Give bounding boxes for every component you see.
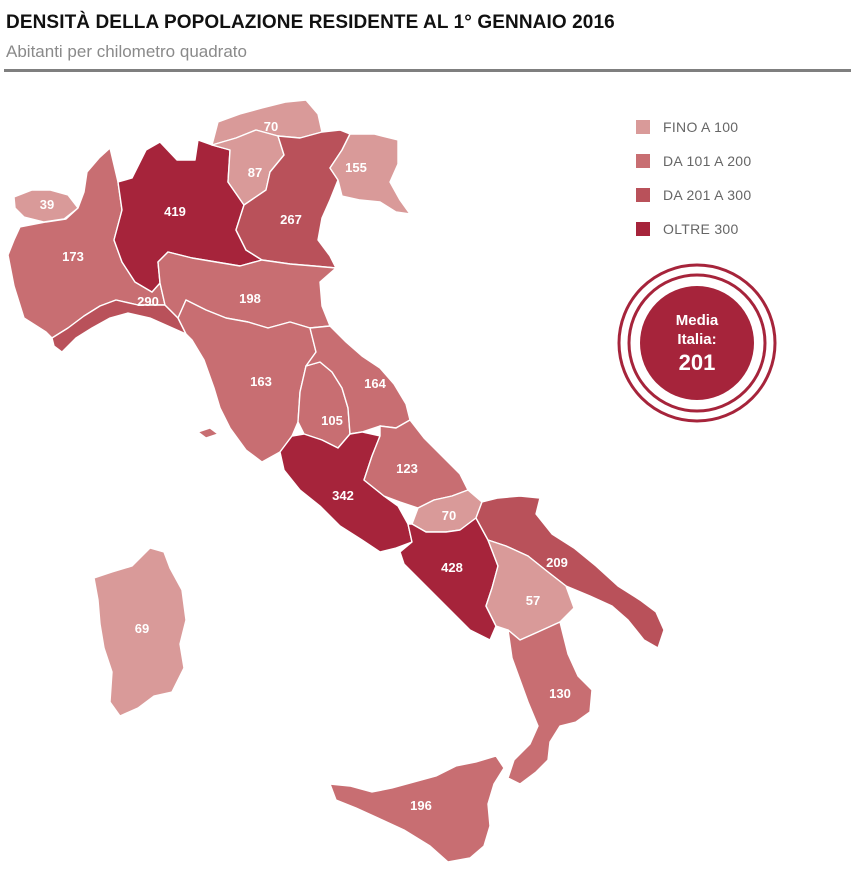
region-value-puglia: 209 xyxy=(546,555,568,570)
legend-item-da-101-200: DA 101 A 200 xyxy=(636,144,751,178)
legend-label: OLTRE 300 xyxy=(663,221,739,237)
region-liguria[interactable] xyxy=(51,299,187,353)
region-value-trentino-alto-adige-bolzano: 70 xyxy=(264,119,278,134)
legend-label: DA 101 A 200 xyxy=(663,153,752,169)
legend-label: DA 201 A 300 xyxy=(663,187,752,203)
region-friuli-venezia-giulia[interactable] xyxy=(329,133,411,215)
region-value-liguria: 290 xyxy=(137,294,159,309)
region-sicilia[interactable] xyxy=(329,755,505,863)
average-text: Media Italia: 201 xyxy=(640,311,754,377)
region-value-trentino-alto-adige-trento: 87 xyxy=(248,165,262,180)
region-value-emilia-romagna: 198 xyxy=(239,291,261,306)
average-badge xyxy=(617,263,777,423)
region-value-veneto: 267 xyxy=(280,212,302,227)
region-campania[interactable] xyxy=(399,517,499,641)
region-lazio[interactable] xyxy=(279,431,413,553)
region-value-campania: 428 xyxy=(441,560,463,575)
legend-swatch xyxy=(636,222,650,236)
map-title: DENSITÀ DELLA POPOLAZIONE RESIDENTE AL 1… xyxy=(6,12,615,33)
average-disc xyxy=(640,286,754,400)
legend-swatch xyxy=(636,188,650,202)
region-value-sicilia: 196 xyxy=(410,798,432,813)
legend-swatch xyxy=(636,154,650,168)
legend: FINO A 100 DA 101 A 200 DA 201 A 300 OLT… xyxy=(636,110,751,246)
region-value-friuli-venezia-giulia: 155 xyxy=(345,160,367,175)
average-inner-ring xyxy=(627,273,767,413)
region-value-piemonte: 173 xyxy=(62,249,84,264)
average-value: 201 xyxy=(678,350,716,375)
title-rule xyxy=(4,69,851,72)
region-value-lombardia: 419 xyxy=(164,204,186,219)
region-value-lazio: 342 xyxy=(332,488,354,503)
region-value-molise: 70 xyxy=(442,508,456,523)
region-value-sardegna: 69 xyxy=(135,621,149,636)
region-value-basilicata: 57 xyxy=(526,593,540,608)
legend-item-oltre-300: OLTRE 300 xyxy=(636,212,751,246)
region-veneto[interactable] xyxy=(235,129,351,269)
region-value-calabria: 130 xyxy=(549,686,571,701)
region-sardegna[interactable] xyxy=(93,547,187,717)
region-value-valle-d-aosta: 39 xyxy=(40,197,54,212)
average-outer-ring xyxy=(617,263,777,423)
region-value-toscana: 163 xyxy=(250,374,272,389)
region-value-marche: 164 xyxy=(364,376,386,391)
average-label-line2: Italia: xyxy=(677,331,717,348)
legend-label: FINO A 100 xyxy=(663,119,739,135)
region-calabria[interactable] xyxy=(507,621,593,785)
island-elba xyxy=(197,427,219,439)
legend-item-da-201-300: DA 201 A 300 xyxy=(636,178,751,212)
region-value-abruzzo: 123 xyxy=(396,461,418,476)
map-subtitle: Abitanti per chilometro quadrato xyxy=(6,42,247,61)
legend-swatch xyxy=(636,120,650,134)
legend-item-fino-100: FINO A 100 xyxy=(636,110,751,144)
average-label-line1: Media xyxy=(675,312,719,329)
region-value-umbria: 105 xyxy=(321,413,343,428)
